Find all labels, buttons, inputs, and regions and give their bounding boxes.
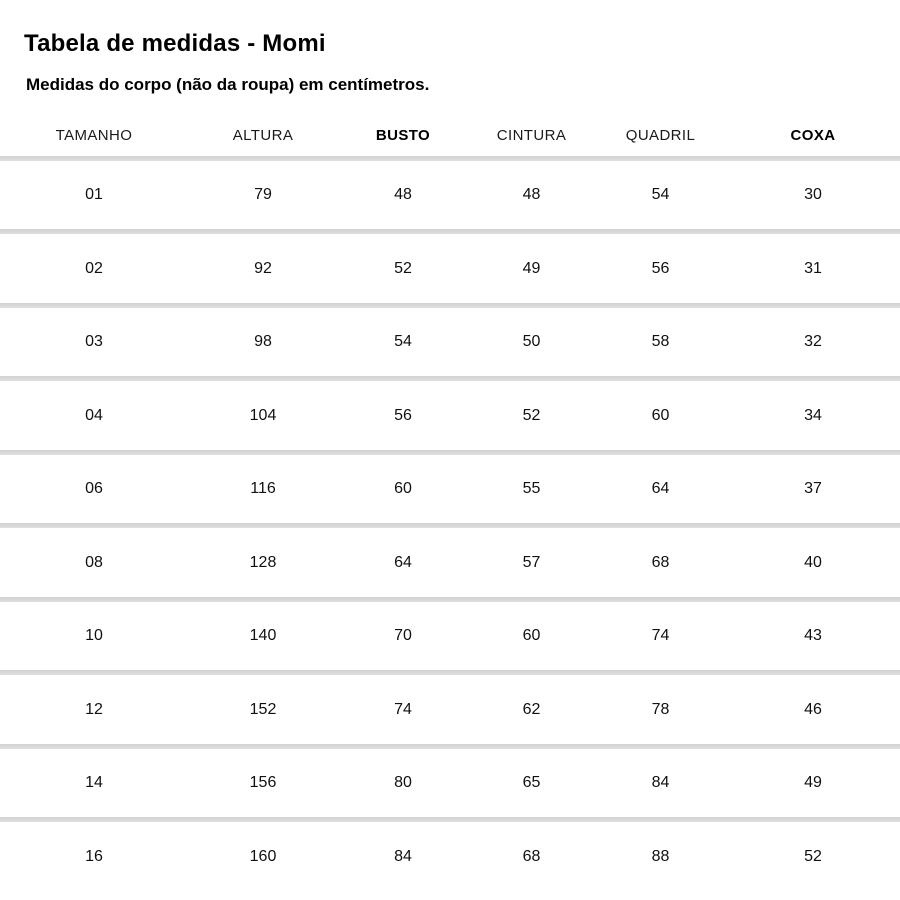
table-body: 01 79 48 48 54 30 02 92 52 49 56 31 03 98 54 50 58 32 04 10… [0, 155, 900, 891]
cell-altura: 128 [249, 553, 277, 571]
cell-coxa: 46 [804, 700, 822, 718]
cell-coxa: 52 [804, 847, 822, 865]
row-divider [0, 743, 900, 749]
cell-busto: 52 [394, 259, 412, 277]
cell-coxa: 34 [804, 406, 822, 424]
cell-tamanho: 16 [85, 847, 103, 865]
cell-cintura: 65 [522, 774, 541, 792]
cell-tamanho: 02 [85, 259, 103, 277]
cell-busto: 64 [394, 553, 412, 571]
cell-tamanho: 10 [85, 627, 103, 645]
row-divider [0, 523, 900, 529]
cell-busto: 56 [394, 406, 412, 424]
cell-altura: 140 [249, 627, 277, 645]
cell-coxa: 37 [804, 480, 822, 498]
cell-cintura: 62 [522, 700, 541, 718]
cell-cintura: 52 [522, 406, 541, 424]
table-row: 14 156 80 65 84 49 [0, 749, 900, 818]
cell-coxa: 30 [804, 186, 822, 204]
page-title: Tabela de medidas - Momi [24, 30, 326, 57]
cell-coxa: 49 [804, 774, 822, 792]
cell-busto: 74 [394, 700, 412, 718]
cell-altura: 98 [254, 333, 272, 351]
cell-tamanho: 14 [85, 774, 103, 792]
table-row: 02 92 52 49 56 31 [0, 234, 900, 303]
cell-cintura: 50 [522, 333, 541, 351]
cell-quadril: 74 [651, 627, 670, 645]
column-header-coxa: COXA [790, 126, 836, 144]
column-header-busto: BUSTO [375, 126, 431, 144]
row-divider [0, 670, 900, 676]
column-header-quadril: QUADRIL [625, 126, 696, 144]
cell-cintura: 60 [522, 627, 541, 645]
cell-tamanho: 06 [85, 480, 103, 498]
cell-quadril: 54 [651, 186, 670, 204]
cell-busto: 84 [394, 847, 412, 865]
row-divider [0, 302, 900, 308]
cell-cintura: 68 [522, 847, 541, 865]
cell-cintura: 55 [522, 480, 541, 498]
cell-busto: 54 [394, 333, 412, 351]
table-row: 03 98 54 50 58 32 [0, 308, 900, 377]
cell-coxa: 31 [804, 259, 822, 277]
row-divider [0, 817, 900, 823]
cell-coxa: 32 [804, 333, 822, 351]
cell-quadril: 88 [651, 847, 670, 865]
row-divider [0, 376, 900, 382]
cell-altura: 116 [250, 480, 276, 498]
cell-altura: 104 [249, 406, 277, 424]
cell-quadril: 60 [651, 406, 670, 424]
page-subtitle: Medidas do corpo (não da roupa) em centí… [26, 74, 430, 94]
table-row: 01 79 48 48 54 30 [0, 161, 900, 230]
column-header-tamanho: TAMANHO [55, 126, 133, 144]
size-chart-page: Tabela de medidas - Momi Medidas do corp… [0, 30, 900, 900]
cell-altura: 79 [254, 186, 272, 204]
cell-busto: 70 [394, 627, 412, 645]
cell-tamanho: 04 [85, 406, 103, 424]
cell-cintura: 49 [522, 259, 541, 277]
cell-busto: 60 [394, 480, 412, 498]
cell-quadril: 68 [651, 553, 670, 571]
cell-altura: 156 [249, 774, 277, 792]
table-row: 16 160 84 68 88 52 [0, 822, 900, 891]
cell-tamanho: 03 [85, 333, 103, 351]
cell-coxa: 43 [804, 627, 822, 645]
row-divider [0, 449, 900, 455]
cell-altura: 152 [249, 700, 277, 718]
table-row: 08 128 64 57 68 40 [0, 528, 900, 597]
cell-busto: 80 [394, 774, 412, 792]
table-row: 12 152 74 62 78 46 [0, 675, 900, 744]
table-header-row: TAMANHO ALTURA BUSTO CINTURA QUADRIL COX… [0, 115, 900, 156]
cell-cintura: 48 [522, 186, 541, 204]
table-row: 06 116 60 55 64 37 [0, 455, 900, 524]
cell-coxa: 40 [804, 553, 822, 571]
cell-quadril: 78 [651, 700, 670, 718]
cell-busto: 48 [394, 186, 412, 204]
cell-quadril: 84 [651, 774, 670, 792]
measurements-table: TAMANHO ALTURA BUSTO CINTURA QUADRIL COX… [0, 115, 900, 891]
row-divider [0, 596, 900, 602]
table-row: 04 104 56 52 60 34 [0, 381, 900, 450]
cell-tamanho: 12 [85, 700, 103, 718]
row-divider [0, 229, 900, 235]
table-row: 10 140 70 60 74 43 [0, 602, 900, 671]
cell-cintura: 57 [522, 553, 541, 571]
cell-altura: 92 [254, 259, 272, 277]
cell-tamanho: 08 [85, 553, 103, 571]
cell-quadril: 58 [651, 333, 670, 351]
column-header-cintura: CINTURA [496, 126, 567, 144]
cell-quadril: 56 [651, 259, 670, 277]
column-header-altura: ALTURA [232, 126, 294, 144]
cell-altura: 160 [249, 847, 277, 865]
row-divider [0, 155, 900, 161]
cell-tamanho: 01 [85, 186, 103, 204]
cell-quadril: 64 [651, 480, 670, 498]
